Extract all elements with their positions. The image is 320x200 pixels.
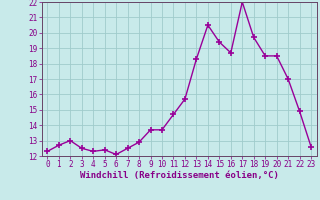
X-axis label: Windchill (Refroidissement éolien,°C): Windchill (Refroidissement éolien,°C) <box>80 171 279 180</box>
